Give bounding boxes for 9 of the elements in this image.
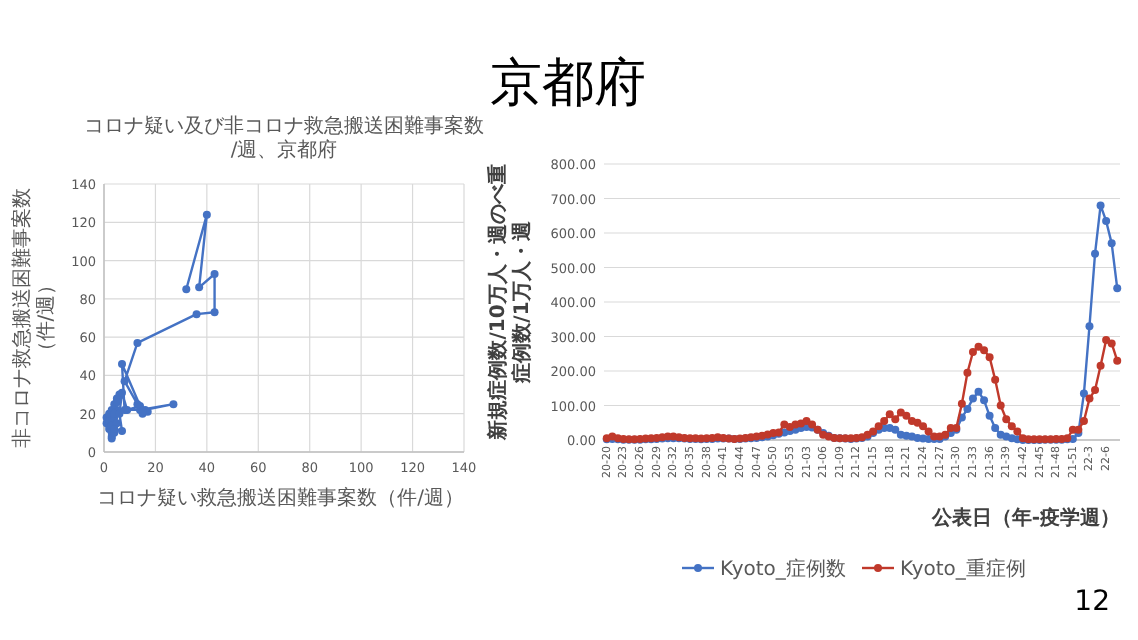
y-axis-title: 非コロナ救急搬送困難事案数（件/週） <box>10 188 58 448</box>
legend-label: Kyoto_症例数 <box>720 557 846 581</box>
x-axis-title: 公表日（年-疫学週） <box>929 506 1120 530</box>
text: 12 <box>1074 586 1110 618</box>
legend-label: Kyoto_重症例 <box>900 557 1026 581</box>
y-axis-title: 新規症例数/10万人・週のべ重症例数/1万人・週 <box>486 164 534 442</box>
x-axis-title: コロナ疑い救急搬送困難事案数（件/週） <box>97 486 464 510</box>
text: 京都府 <box>490 54 646 114</box>
chart-title: コロナ疑い及び非コロナ救急搬送困難事案数/週、京都府 <box>84 114 484 162</box>
